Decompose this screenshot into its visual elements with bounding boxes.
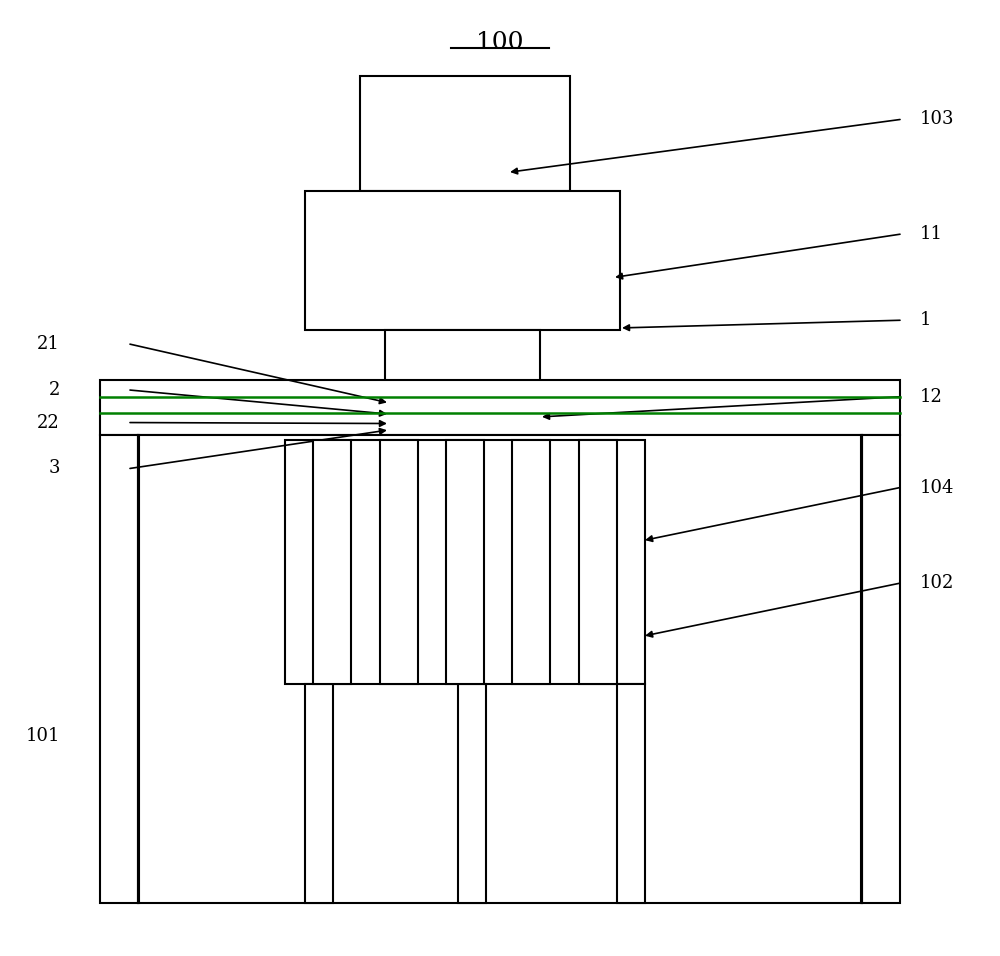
Text: 21: 21: [37, 336, 60, 353]
Text: 102: 102: [920, 575, 954, 592]
Bar: [360, 76, 570, 191]
Bar: [285, 440, 645, 684]
Text: 100: 100: [476, 31, 524, 54]
Text: 12: 12: [920, 388, 943, 405]
Bar: [861, 435, 862, 903]
Text: 22: 22: [37, 414, 60, 431]
Bar: [446, 440, 484, 684]
Text: 101: 101: [26, 728, 60, 745]
Text: 104: 104: [920, 479, 954, 496]
Bar: [305, 191, 620, 330]
Text: 11: 11: [920, 226, 943, 243]
Bar: [458, 684, 486, 903]
Text: 2: 2: [49, 381, 60, 399]
Bar: [385, 330, 540, 406]
Bar: [313, 440, 351, 684]
Text: 1: 1: [920, 312, 932, 329]
Bar: [100, 380, 900, 435]
Text: 3: 3: [48, 460, 60, 477]
Bar: [305, 684, 333, 903]
Bar: [138, 435, 139, 903]
Bar: [512, 440, 550, 684]
Bar: [617, 684, 645, 903]
Text: 103: 103: [920, 111, 954, 128]
Bar: [579, 440, 617, 684]
Bar: [380, 440, 418, 684]
Bar: [100, 435, 900, 903]
